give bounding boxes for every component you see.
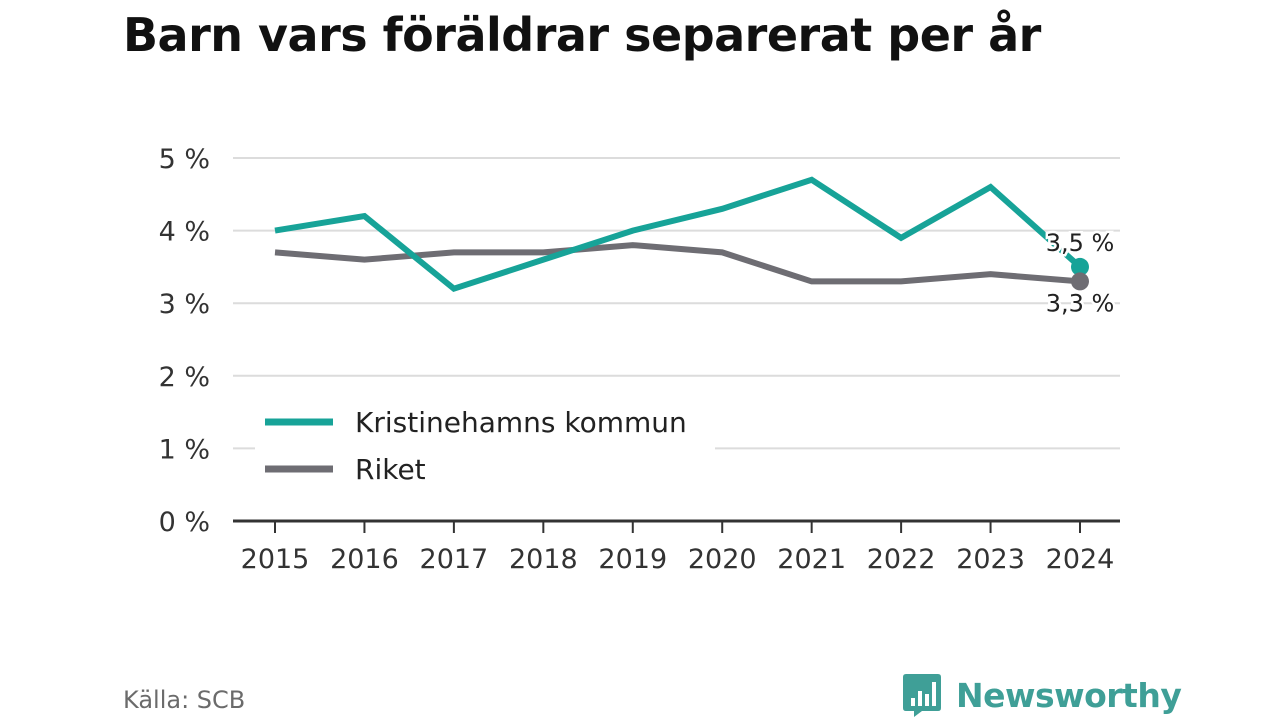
x-tick-label: 2018 xyxy=(509,544,578,575)
x-tick-label: 2022 xyxy=(867,544,936,575)
series-end-marker-1 xyxy=(1071,272,1089,291)
legend-label-1: Riket xyxy=(355,453,426,486)
legend: Kristinehamns kommun Riket xyxy=(255,398,715,498)
line-chart: 0 %1 %2 %3 %4 %5 % 2015 2016 2017 2018 2019 2… xyxy=(159,144,1120,575)
x-tick-label: 2020 xyxy=(688,544,757,575)
y-tick-label: 0 % xyxy=(159,507,210,538)
legend-background xyxy=(255,398,715,498)
series-end-marker-0 xyxy=(1071,257,1089,276)
x-tick-label: 2015 xyxy=(241,544,310,575)
x-tick-label: 2019 xyxy=(598,544,667,575)
legend-label-0: Kristinehamns kommun xyxy=(355,406,687,439)
y-tick-label: 2 % xyxy=(159,362,210,393)
x-tick-label: 2024 xyxy=(1046,544,1115,575)
x-tick-label: 2021 xyxy=(777,544,846,575)
y-tick-label: 4 % xyxy=(159,217,210,248)
x-tick-label: 2023 xyxy=(956,544,1025,575)
x-tick-label: 2017 xyxy=(420,544,489,575)
end-value-label-1: 3,3 % xyxy=(1046,289,1115,317)
end-value-label-0: 3,5 % xyxy=(1046,229,1115,257)
y-tick-label: 1 % xyxy=(159,434,210,465)
y-tick-label: 3 % xyxy=(159,289,210,320)
series-lines xyxy=(274,176,1089,293)
x-tick-label: 2016 xyxy=(330,544,399,575)
source-note: Källa: SCB xyxy=(123,686,246,714)
chart-title: Barn vars föräldrar separerat per år xyxy=(123,8,1041,62)
series-line-1 xyxy=(274,242,1081,285)
end-value-labels: 3,5 % 3,3 % xyxy=(1043,226,1117,320)
y-axis-tick-labels: 0 % 1 % 2 % 3 % 4 % 5 % xyxy=(159,144,210,538)
series-line-0 xyxy=(274,176,1082,293)
newsworthy-bar-chart-logo-icon xyxy=(903,674,941,717)
brand-name: Newsworthy xyxy=(956,675,1182,715)
brand-logo[interactable]: Newsworthy xyxy=(902,672,1182,718)
x-axis: 2015 2016 2017 2018 2019 2020 2021 2022 2023 2024 xyxy=(233,519,1120,575)
y-tick-label: 5 % xyxy=(159,144,210,175)
